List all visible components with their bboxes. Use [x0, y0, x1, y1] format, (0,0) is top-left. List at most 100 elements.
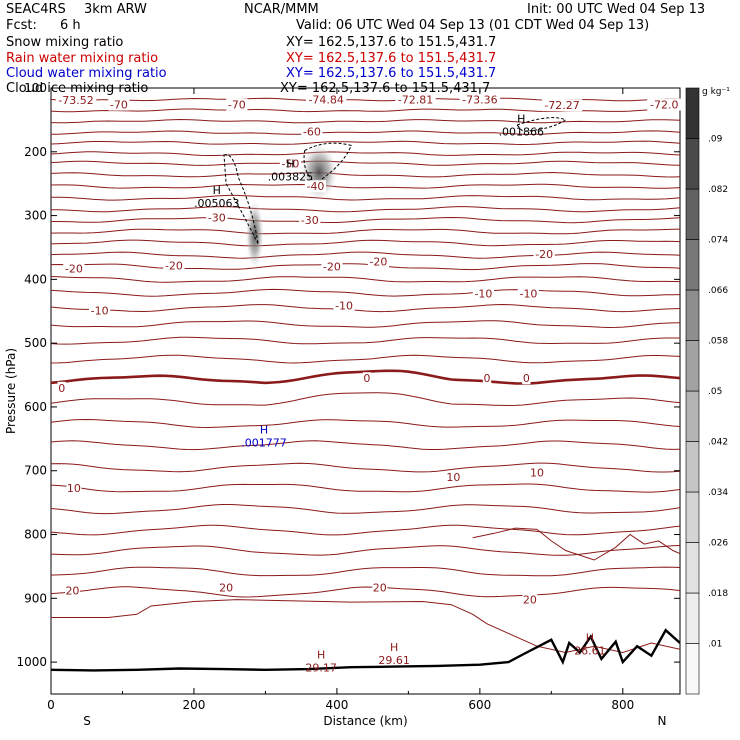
contour-label: 20	[219, 581, 233, 594]
y-tick-label: 300	[24, 209, 47, 223]
colorbar-swatch	[685, 188, 700, 240]
x-tick-label: 200	[183, 698, 206, 712]
contour-label: -72.27	[544, 99, 579, 112]
temperature-contours	[51, 97, 680, 654]
temperature-contour-line	[51, 392, 680, 407]
temperature-contour-line	[51, 118, 680, 124]
contour-label: -20	[323, 261, 341, 274]
center-name: NCAR/MMM	[244, 2, 319, 17]
colorbar-swatch	[685, 390, 700, 442]
temperature-contour-line	[51, 545, 680, 556]
colorbar-swatch	[685, 138, 700, 190]
contour-label-bg	[55, 94, 97, 107]
contour-label: -74.84	[308, 93, 343, 106]
contour-label-bg	[304, 180, 327, 193]
colorbar-unit: g kg⁻¹	[702, 87, 730, 97]
extremum-value: .001777	[241, 436, 287, 449]
temperature-contour-line	[51, 418, 680, 429]
y-tick-label: 100	[24, 81, 47, 95]
contour-label: 0	[484, 372, 491, 385]
x-tick-label: 800	[611, 698, 634, 712]
contour-label-bg	[446, 471, 461, 484]
contour-label: -30	[208, 211, 226, 224]
plot-frame	[50, 87, 681, 695]
extremum-marker: H	[586, 631, 594, 644]
temperature-contour-line	[51, 251, 680, 259]
field-name-cloud-ice: Cloud ice mixing ratio	[6, 81, 149, 96]
contour-label-bg	[279, 157, 302, 170]
colorbar-swatch	[685, 542, 700, 594]
extremum-value: .003825	[268, 170, 314, 183]
model-resolution: 3km ARW	[84, 2, 147, 17]
contour-label: 10	[446, 471, 460, 484]
y-tick-label: 800	[24, 528, 47, 542]
extremum-value: 29.17	[305, 661, 337, 674]
contour-label: -40	[306, 180, 324, 193]
temperature-contour-line	[472, 527, 680, 561]
contour-label: -20	[65, 263, 83, 276]
contour-label-bg	[305, 93, 347, 106]
valid-time: Valid: 06 UTC Wed 04 Sep 13 (01 CDT Wed …	[296, 18, 650, 33]
colorbar-level-label: .01	[708, 640, 722, 650]
colorbar-level-label: .074	[708, 236, 728, 246]
y-tick-label: 500	[24, 336, 47, 350]
contour-label-bg	[472, 287, 495, 300]
contour-label: -70	[110, 99, 128, 112]
temperature-contour-line	[51, 288, 680, 297]
colorbar: .01 .018 .026 .034 .042 .05 .058 .066 .074 .082 .0…	[685, 87, 730, 695]
contour-label-bg	[108, 98, 130, 111]
model-name: SEAC4RS	[6, 2, 66, 17]
temperature-contour-line	[51, 586, 680, 598]
contour-label-bg	[482, 372, 492, 385]
contour-label-bg	[533, 247, 555, 260]
contour-label-bg	[459, 93, 501, 106]
y-tick-label: 1000	[16, 655, 47, 669]
contour-label: 20	[373, 581, 387, 594]
temperature-contour-line	[51, 462, 680, 473]
temperature-contour-line	[51, 504, 680, 515]
contour-label-bg	[63, 262, 85, 275]
contour-label: 0	[58, 382, 65, 395]
extrema-layer: H.005063H.003825H.001866H.001777H29.17H2…	[194, 113, 606, 675]
colorbar-level-label: .034	[708, 488, 728, 498]
colorbar-swatch	[685, 592, 700, 644]
colorbar-swatch	[685, 87, 700, 139]
contour-label: -10	[91, 305, 109, 318]
field-name-rain: Rain water mixing ratio	[6, 51, 159, 66]
contour-label-bg	[301, 125, 323, 138]
colorbar-swatch	[685, 289, 700, 341]
temperature-contour-line	[51, 183, 680, 189]
temperature-contour-line	[51, 320, 680, 329]
contour-label: -10	[335, 300, 353, 313]
temperature-contour-line	[51, 336, 680, 345]
temperature-contour-line	[51, 216, 680, 224]
extremum-value: .001866	[499, 126, 545, 139]
contour-label: 0	[363, 372, 370, 385]
field-xy-cloud-water: XY= 162.5,137.6 to 151.5,431.7	[286, 66, 497, 81]
y-tick-label: 400	[24, 272, 47, 286]
temperature-contour-line	[51, 276, 680, 283]
contour-label-bg	[647, 98, 682, 111]
contour-label: 10	[67, 482, 81, 495]
terrain-surface-line	[51, 628, 680, 672]
temperature-contour-line	[51, 151, 680, 156]
contour-label: -73.52	[58, 94, 93, 107]
contour-label: 20	[523, 594, 537, 607]
contour-label: -20	[535, 248, 553, 261]
colorbar-swatch	[685, 239, 700, 291]
temperature-contour-line	[51, 130, 680, 135]
contour-label: 20	[65, 585, 79, 598]
contour-label: -73.36	[462, 93, 497, 106]
contour-label-bg	[163, 259, 185, 272]
temperature-contour-line	[51, 140, 680, 146]
contour-label: -20	[165, 259, 183, 272]
axes-layer: 0 200 400 600 800100200300400500600700800900…	[4, 81, 680, 728]
colorbar-level-label: .018	[708, 589, 728, 599]
north-end-label: N	[658, 714, 667, 728]
contour-label: -10	[474, 287, 492, 300]
contour-label-bg	[367, 255, 389, 268]
colorbar-swatch	[685, 643, 700, 695]
y-tick-label: 700	[24, 464, 47, 478]
contour-label-bg	[66, 481, 82, 494]
